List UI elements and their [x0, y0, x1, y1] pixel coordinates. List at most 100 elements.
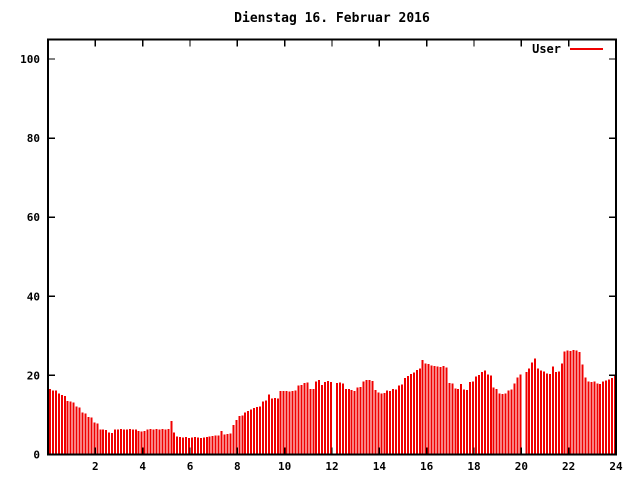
impulse-bar — [525, 371, 528, 455]
impulse-bar — [84, 413, 87, 455]
impulse-bar — [261, 401, 264, 455]
impulse-bar — [513, 383, 516, 455]
x-tick-label: 20 — [515, 460, 528, 473]
impulse-bar — [593, 381, 596, 455]
impulse-bar — [445, 367, 448, 455]
impulse-bar — [504, 393, 507, 455]
impulse-bar — [566, 350, 569, 455]
impulse-bar — [217, 435, 220, 455]
x-tick-label: 18 — [467, 460, 480, 473]
impulse-bar — [409, 373, 412, 455]
impulse-bar — [480, 371, 483, 455]
impulse-bar — [466, 390, 469, 455]
impulse-bar — [537, 368, 540, 455]
x-tick-label: 8 — [234, 460, 241, 473]
impulse-bar — [347, 389, 350, 455]
y-tick-label: 0 — [33, 449, 40, 462]
y-tick-label: 100 — [20, 53, 40, 66]
impulse-bar — [51, 390, 54, 455]
x-tick-label: 10 — [278, 460, 291, 473]
impulse-bar — [383, 392, 386, 455]
impulse-bar — [557, 371, 560, 455]
impulse-bar — [501, 393, 504, 455]
impulse-bar — [392, 389, 395, 455]
impulse-bar — [267, 394, 270, 455]
impulse-bar — [273, 397, 276, 455]
impulse-bar — [380, 393, 383, 455]
impulse-bar — [454, 388, 457, 455]
impulse-bar — [602, 381, 605, 455]
impulse-bar — [578, 352, 581, 455]
impulse-bar — [401, 384, 403, 455]
impulse-bar — [338, 382, 341, 455]
impulse-bar — [489, 375, 492, 455]
impulse-bar — [510, 389, 513, 455]
impulse-bar — [140, 431, 143, 455]
x-tick-label: 16 — [420, 460, 434, 473]
impulse-bar — [288, 391, 291, 455]
impulse-bar — [117, 429, 119, 455]
impulse-bar — [131, 429, 134, 455]
impulse-bar — [605, 380, 608, 455]
impulse-bar — [99, 429, 102, 455]
impulse-bar — [134, 429, 137, 455]
impulse-bar — [259, 406, 261, 455]
impulse-bar — [188, 437, 190, 455]
impulse-bar — [199, 437, 202, 455]
impulse-bar — [356, 387, 359, 455]
impulse-bar — [143, 431, 146, 455]
impulse-bar — [196, 437, 199, 455]
impulse-bar — [57, 393, 60, 455]
impulse-bar — [575, 350, 578, 455]
impulse-bar — [223, 434, 226, 455]
impulse-bar — [285, 391, 288, 455]
impulse-bar — [330, 382, 332, 455]
impulse-bar — [93, 422, 96, 455]
impulse-bar — [418, 368, 421, 455]
impulse-bar — [495, 388, 498, 455]
impulse-bar — [108, 432, 111, 455]
impulse-bar — [264, 400, 267, 455]
x-tick-label: 4 — [139, 460, 146, 473]
chart-title: Dienstag 16. Februar 2016 — [234, 11, 430, 26]
impulse-bar — [335, 382, 338, 455]
x-tick-label: 2 — [92, 460, 99, 473]
impulse-bar — [315, 381, 318, 455]
impulse-bar — [309, 389, 312, 455]
impulse-bar — [149, 429, 152, 455]
impulse-bar — [282, 390, 285, 455]
impulse-bar — [81, 412, 84, 455]
impulse-bar — [433, 365, 436, 455]
impulse-bar — [374, 390, 377, 455]
impulse-bar — [611, 377, 614, 455]
impulse-bar — [350, 390, 353, 455]
impulse-bar — [66, 401, 69, 455]
impulse-bar — [439, 367, 442, 455]
impulse-bar — [477, 375, 480, 455]
y-tick-label: 40 — [27, 290, 40, 303]
impulse-bar — [451, 383, 454, 455]
impulse-bar — [516, 377, 519, 455]
impulse-bar — [205, 437, 208, 455]
impulse-bar — [614, 376, 616, 455]
impulse-bar — [587, 381, 590, 455]
impulse-bar — [114, 429, 117, 455]
impulse-bar — [63, 395, 66, 455]
impulse-bar — [519, 374, 522, 455]
bars-group — [48, 350, 616, 455]
impulse-bar — [324, 382, 327, 455]
impulse-bar — [179, 437, 182, 455]
impulse-bar — [362, 381, 365, 455]
impulse-bar — [241, 415, 244, 455]
impulse-bar — [250, 409, 253, 455]
impulse-bar — [590, 382, 593, 455]
impulse-bar — [403, 377, 406, 455]
impulse-bar — [534, 358, 537, 455]
impulse-bar — [507, 390, 510, 455]
impulse-bar — [244, 412, 247, 455]
impulse-bar — [220, 431, 223, 455]
impulse-bar — [182, 437, 185, 455]
impulse-bar — [551, 366, 554, 455]
impulse-bar — [161, 429, 164, 455]
impulse-bar — [463, 389, 466, 455]
